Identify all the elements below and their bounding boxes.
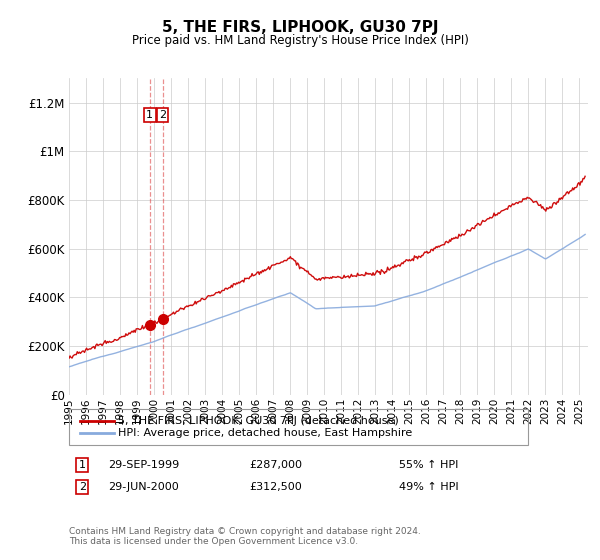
Text: 29-SEP-1999: 29-SEP-1999: [108, 460, 179, 470]
Text: Price paid vs. HM Land Registry's House Price Index (HPI): Price paid vs. HM Land Registry's House …: [131, 34, 469, 46]
Text: 55% ↑ HPI: 55% ↑ HPI: [399, 460, 458, 470]
Text: 1: 1: [79, 460, 86, 470]
Text: 29-JUN-2000: 29-JUN-2000: [108, 482, 179, 492]
Text: 1: 1: [146, 110, 154, 120]
Text: Contains HM Land Registry data © Crown copyright and database right 2024.
This d: Contains HM Land Registry data © Crown c…: [69, 526, 421, 546]
Text: £287,000: £287,000: [249, 460, 302, 470]
Text: 5, THE FIRS, LIPHOOK, GU30 7PJ: 5, THE FIRS, LIPHOOK, GU30 7PJ: [162, 20, 438, 35]
Text: 2: 2: [159, 110, 166, 120]
Text: 49% ↑ HPI: 49% ↑ HPI: [399, 482, 458, 492]
Text: 2: 2: [79, 482, 86, 492]
Text: HPI: Average price, detached house, East Hampshire: HPI: Average price, detached house, East…: [118, 428, 412, 438]
Text: 5, THE FIRS, LIPHOOK, GU30 7PJ (detached house): 5, THE FIRS, LIPHOOK, GU30 7PJ (detached…: [118, 416, 399, 426]
Text: £312,500: £312,500: [249, 482, 302, 492]
